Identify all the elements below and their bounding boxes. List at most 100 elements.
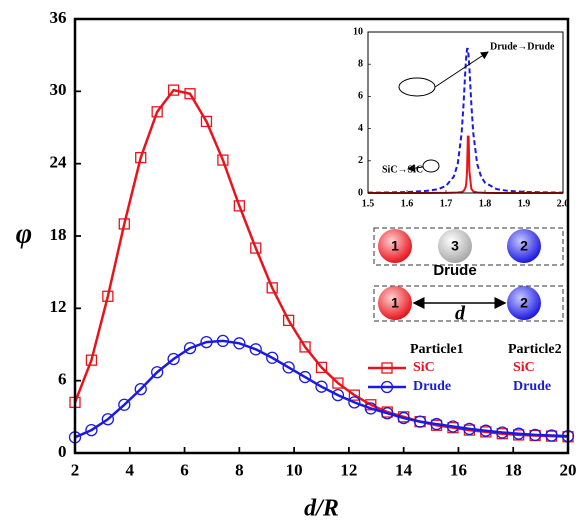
annotation-arrow — [434, 51, 489, 88]
y-tick-label: 0 — [58, 442, 67, 461]
legend-label: SiC — [413, 360, 435, 375]
x-tick-label: 2.0 — [557, 198, 570, 209]
legend-label: SiC — [513, 360, 535, 375]
marker — [250, 242, 262, 254]
x-tick-label: 18 — [505, 461, 522, 480]
marker — [167, 352, 180, 366]
legend-marker — [380, 380, 394, 394]
annotation-arrow — [407, 164, 424, 173]
annotation: SiC→SiC — [382, 164, 423, 175]
y-tick-label: 0 — [358, 187, 363, 198]
schematic-label: Drude — [433, 262, 476, 279]
x-tick-label: 20 — [560, 461, 577, 480]
series-line — [74, 339, 569, 439]
particle-label: 2 — [520, 295, 528, 311]
marker — [413, 415, 427, 428]
series-line — [367, 47, 564, 194]
marker — [266, 351, 279, 364]
plot-frame — [367, 31, 564, 194]
particle-label: 2 — [520, 238, 528, 254]
schematic: 1 3 2 Drude 1 2 d — [373, 227, 564, 325]
marker — [184, 88, 196, 100]
marker — [315, 380, 328, 393]
marker — [348, 389, 361, 401]
particle — [507, 286, 541, 320]
marker — [282, 314, 295, 327]
x-tick-label: 6 — [180, 461, 189, 480]
particle — [507, 229, 541, 263]
marker — [512, 427, 525, 440]
marker — [299, 341, 311, 353]
marker — [282, 361, 295, 374]
dashed-box — [373, 227, 564, 266]
marker — [118, 218, 130, 230]
marker — [217, 154, 229, 166]
x-tick-label: 8 — [235, 461, 244, 480]
particle — [378, 229, 412, 263]
marker — [101, 413, 115, 426]
x-tick-label: 2 — [71, 461, 80, 480]
marker — [85, 354, 98, 366]
marker — [216, 334, 230, 348]
marker — [430, 417, 443, 431]
marker — [134, 382, 147, 396]
marker — [151, 366, 164, 379]
x-axis-label: d/R — [304, 496, 339, 522]
marker — [233, 337, 246, 350]
legend-label: Drude — [413, 379, 451, 394]
annotation-ellipse — [422, 159, 440, 173]
distance-label: d — [455, 303, 466, 325]
y-tick-label: 6 — [58, 370, 67, 389]
marker — [135, 151, 147, 164]
x-tick-label: 1.9 — [518, 198, 531, 209]
marker — [528, 428, 542, 442]
marker — [249, 343, 262, 356]
legend-marker — [381, 362, 393, 374]
particle — [378, 286, 412, 320]
particle-label: 3 — [451, 238, 459, 254]
annotation: Drude→Drude — [490, 41, 555, 52]
marker — [200, 335, 213, 349]
y-tick-label: 6 — [358, 91, 363, 102]
marker — [365, 399, 377, 411]
particle-label: 1 — [391, 295, 399, 311]
marker — [151, 106, 163, 118]
particle — [438, 229, 472, 263]
marker — [463, 422, 476, 436]
x-tick-label: 1.5 — [362, 198, 375, 209]
y-axis-label: φ — [16, 218, 32, 249]
y-tick-label: 18 — [50, 225, 67, 244]
y-tick-label: 24 — [50, 153, 68, 172]
y-tick-label: 2 — [358, 155, 363, 166]
x-tick-label: 16 — [450, 461, 467, 480]
legend-header: Particle1 — [410, 342, 464, 357]
plot-frame — [73, 17, 570, 455]
marker — [183, 341, 197, 355]
marker — [381, 407, 394, 420]
marker — [348, 396, 361, 409]
y-tick-label: 12 — [50, 297, 67, 316]
x-tick-label: 4 — [126, 461, 135, 480]
x-tick-label: 1.8 — [479, 198, 492, 209]
marker — [446, 420, 460, 433]
y-tick-label: 36 — [50, 8, 67, 27]
y-tick-label: 30 — [50, 80, 67, 99]
x-tick-label: 1.7 — [440, 198, 453, 209]
marker — [397, 411, 410, 425]
x-tick-label: 14 — [395, 461, 413, 480]
marker — [545, 429, 558, 442]
marker — [102, 290, 114, 302]
marker — [167, 84, 180, 96]
x-tick-label: 12 — [340, 461, 357, 480]
marker — [315, 361, 328, 374]
y-tick-label: 10 — [353, 26, 363, 37]
marker — [118, 398, 131, 411]
marker — [200, 115, 213, 128]
x-tick-label: 1.6 — [401, 198, 414, 209]
marker — [479, 424, 492, 437]
marker — [233, 200, 245, 212]
legend-label: Drude — [513, 379, 551, 394]
marker — [364, 402, 377, 415]
x-tick-label: 10 — [286, 461, 303, 480]
